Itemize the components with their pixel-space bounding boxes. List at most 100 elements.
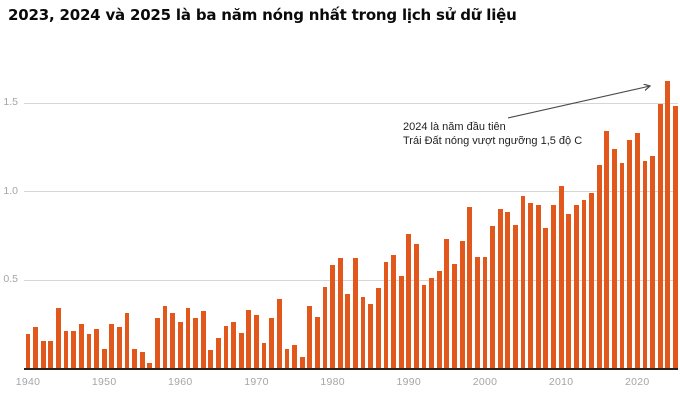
- y-axis-tick-label: 0.5: [3, 273, 18, 285]
- bar-2018: [619, 162, 625, 368]
- x-axis-tick-label: 2000: [472, 376, 498, 388]
- bar-2005: [520, 196, 526, 368]
- bar-1999: [474, 256, 480, 368]
- bar-1974: [284, 348, 290, 368]
- bar-1948: [86, 334, 92, 368]
- bar-1952: [116, 327, 122, 368]
- bar-2001: [490, 226, 495, 368]
- bar-2006: [528, 203, 534, 368]
- bar-2012: [573, 205, 579, 368]
- bar-2002: [497, 208, 503, 368]
- bar-1983: [353, 258, 358, 368]
- bar-1997: [459, 240, 465, 368]
- bar-1964: [208, 350, 214, 368]
- x-axis-tick-label: 2010: [548, 376, 574, 388]
- bar-1957: [155, 318, 160, 368]
- bar-1987: [383, 261, 389, 368]
- bar-2011: [566, 214, 572, 368]
- bar-1992: [421, 284, 427, 368]
- bar-1984: [360, 297, 366, 368]
- x-axis-tick-label: 1990: [396, 376, 422, 388]
- bar-2017: [612, 148, 617, 368]
- bar-2003: [505, 212, 511, 368]
- bar-1970: [254, 314, 259, 368]
- bar-1968: [238, 332, 244, 368]
- bar-1976: [299, 357, 305, 368]
- bar-1942: [40, 341, 46, 368]
- annotation-line-1: 2024 là năm đầu tiên: [403, 121, 506, 133]
- bar-1961: [185, 307, 191, 368]
- y-axis-tick-label: 1.5: [3, 96, 18, 108]
- chart-title: 2023, 2024 và 2025 là ba năm nóng nhất t…: [8, 6, 517, 24]
- x-axis-tick-label: 1980: [320, 376, 345, 388]
- bar-1966: [223, 325, 229, 368]
- bar-2009: [551, 205, 556, 368]
- bar-2013: [581, 199, 587, 368]
- bar-1979: [322, 286, 328, 368]
- gridline-1.0: [24, 191, 678, 192]
- bar-1998: [467, 206, 473, 368]
- annotation-line-2: Trái Đất nóng vượt ngưỡng 1,5 độ C: [403, 134, 583, 147]
- bar-2008: [543, 228, 549, 368]
- bar-2016: [604, 130, 610, 368]
- bar-1960: [177, 322, 183, 368]
- bar-2007: [535, 205, 541, 368]
- bar-2022: [650, 155, 655, 368]
- bar-1950: [101, 348, 107, 368]
- bar-2021: [642, 160, 648, 368]
- bar-1981: [337, 258, 343, 368]
- bar-1947: [78, 323, 84, 368]
- x-axis-tick-label: 1950: [91, 376, 117, 388]
- x-axis-tick-label: 1940: [15, 376, 41, 388]
- bar-1988: [391, 254, 396, 368]
- bar-1980: [330, 265, 336, 368]
- bar-1995: [444, 238, 450, 368]
- bar-1954: [132, 348, 138, 368]
- bar-2024: [665, 81, 671, 368]
- bar-2019: [627, 139, 633, 368]
- bar-1993: [429, 277, 435, 368]
- annotation-2024: 2024 là năm đầu tiên Trái Đất nóng vượt …: [403, 121, 582, 149]
- bar-1986: [375, 288, 381, 368]
- bar-1978: [315, 316, 320, 368]
- gridline-0.5: [24, 279, 678, 281]
- x-axis-tick-label: 2020: [625, 376, 650, 388]
- bar-1951: [109, 323, 115, 368]
- bar-1965: [216, 337, 221, 368]
- x-axis-tick-label: 1960: [168, 376, 193, 388]
- bar-1956: [147, 362, 153, 368]
- bar-2015: [596, 164, 602, 368]
- bar-1955: [139, 352, 145, 368]
- bar-1977: [307, 306, 313, 368]
- bar-1949: [94, 329, 99, 368]
- bar-1962: [193, 318, 198, 368]
- bar-1985: [368, 304, 374, 368]
- bar-1972: [269, 318, 275, 368]
- bar-1975: [292, 345, 297, 368]
- bar-2010: [558, 185, 564, 368]
- bar-1944: [56, 307, 61, 368]
- bar-1989: [398, 276, 404, 368]
- bar-1941: [33, 327, 39, 368]
- bar-2023: [657, 104, 663, 368]
- bar-1943: [48, 341, 54, 368]
- bar-1971: [261, 343, 267, 368]
- x-axis-tick-label: 1970: [244, 376, 269, 388]
- bar-1940: [25, 334, 31, 368]
- bar-1969: [246, 309, 252, 368]
- bar-1945: [63, 330, 69, 368]
- bar-1991: [414, 244, 419, 368]
- bar-1953: [124, 313, 130, 368]
- bar-2014: [589, 192, 594, 368]
- bar-2000: [482, 256, 488, 368]
- bar-1996: [452, 263, 457, 368]
- bar-1967: [231, 322, 237, 368]
- bar-1990: [406, 233, 412, 368]
- bar-2025: [672, 106, 678, 368]
- bar-1963: [200, 311, 206, 368]
- bar-2004: [513, 224, 518, 368]
- bar-1973: [276, 299, 282, 368]
- x-axis-line: [24, 368, 678, 370]
- bar-1959: [170, 313, 176, 368]
